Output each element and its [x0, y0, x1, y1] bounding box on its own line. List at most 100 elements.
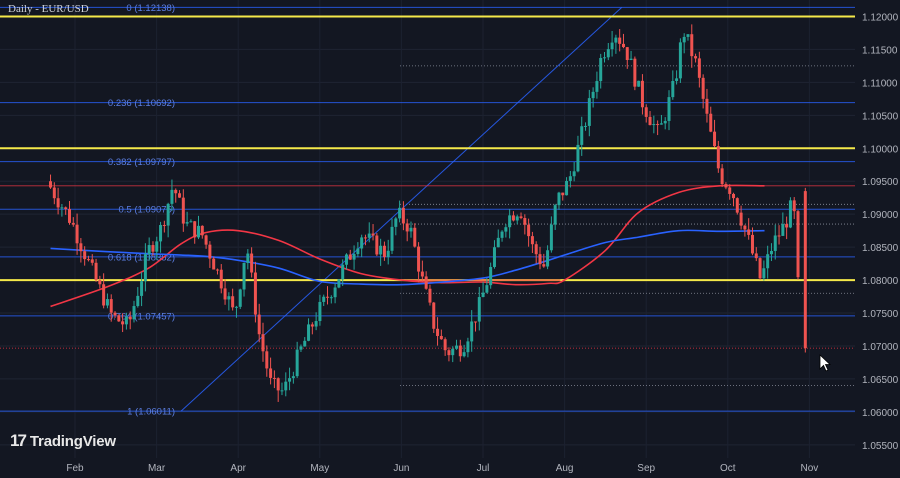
candle-body: [333, 287, 337, 298]
candle-body: [447, 350, 451, 356]
candle-body: [603, 57, 607, 59]
candle-body: [363, 237, 367, 239]
candle-body: [121, 321, 125, 325]
candle-body: [724, 184, 728, 188]
candle-body: [652, 124, 656, 126]
candle-body: [409, 227, 413, 232]
candle-body: [428, 288, 432, 303]
candle-body: [709, 113, 713, 132]
candle-body: [295, 349, 299, 377]
candle-body: [769, 250, 773, 255]
candle-body: [553, 205, 557, 225]
candle-body: [75, 224, 79, 244]
candle-body: [595, 81, 599, 92]
chart-title: Daily - EUR/USD: [8, 3, 89, 15]
candle-body: [386, 250, 390, 258]
fib-level-label: 0.618 (1.08352): [108, 252, 175, 263]
candle-body: [246, 253, 250, 263]
month-label: Oct: [720, 463, 736, 474]
candle-body: [557, 192, 561, 206]
candle-body: [580, 126, 584, 145]
candle-body: [690, 34, 694, 57]
candle-body: [781, 224, 785, 236]
candle-body: [356, 248, 360, 255]
candle-body: [716, 146, 720, 169]
candle-body: [390, 226, 394, 251]
candle-body: [777, 235, 781, 237]
candle-body: [633, 58, 637, 87]
fib-level-label: 0.236 (1.10692): [108, 98, 175, 109]
candle-body: [208, 244, 212, 259]
candle-body: [477, 297, 481, 322]
candle-body: [280, 390, 284, 392]
candle-body: [147, 245, 151, 255]
candle-body: [796, 211, 800, 278]
moving-averages: [50, 184, 765, 308]
candle-body: [242, 262, 246, 290]
candle-body: [599, 57, 603, 82]
month-label: Jul: [477, 463, 490, 474]
candle-body: [329, 297, 333, 299]
candle-body: [519, 216, 523, 219]
candle-body: [496, 237, 500, 248]
candle-body: [542, 264, 546, 267]
candle-body: [758, 258, 762, 279]
candle-body: [500, 231, 504, 238]
candle-body: [303, 340, 307, 347]
candle-body: [341, 264, 345, 280]
candle-body: [223, 288, 227, 300]
candle-body: [508, 215, 512, 228]
candle-body: [694, 56, 698, 59]
candle-body: [417, 246, 421, 272]
candle-body: [663, 120, 667, 124]
candle-body: [166, 203, 170, 226]
candle-body: [322, 296, 326, 302]
candle-body: [189, 221, 193, 223]
candle-body: [436, 328, 440, 336]
candle-body: [572, 171, 576, 177]
tradingview-wordmark: TradingView: [29, 432, 116, 450]
candle-body: [732, 193, 736, 199]
candle-body: [307, 324, 311, 341]
candle-body: [792, 200, 796, 212]
candle-body: [227, 296, 231, 300]
tradingview-logo: 17 TradingView: [10, 431, 116, 451]
candle-body: [773, 235, 777, 251]
candle-body: [234, 306, 238, 308]
month-label: May: [310, 463, 329, 474]
candle-body: [473, 321, 477, 323]
candle-body: [644, 107, 648, 117]
candle-body: [56, 198, 60, 208]
candle-body: [159, 225, 163, 242]
candle-body: [151, 245, 155, 252]
price-tick-label: 1.08500: [862, 243, 899, 254]
candle-body: [212, 258, 216, 270]
candle-body: [485, 285, 489, 293]
price-tick-label: 1.10000: [862, 144, 899, 155]
candle-body: [530, 236, 534, 245]
candle-body: [591, 91, 595, 99]
candle-body: [178, 193, 182, 198]
candle-body: [401, 207, 405, 224]
candle-body: [803, 191, 807, 349]
candle-body: [504, 227, 508, 232]
month-label: Jun: [393, 463, 409, 474]
candle-body: [314, 321, 318, 327]
candle-body: [538, 254, 542, 265]
candle-body: [527, 224, 531, 237]
candle-body: [629, 58, 633, 61]
candle-body: [174, 189, 178, 194]
candle-body: [337, 279, 341, 288]
candle-body: [49, 181, 53, 188]
candle-body: [143, 254, 147, 282]
candle-body: [261, 334, 265, 352]
candle-body: [413, 227, 417, 247]
candle-body: [523, 218, 527, 225]
candle-body: [675, 78, 679, 81]
candle-body: [705, 98, 709, 114]
candle-body: [52, 187, 56, 199]
price-axis-bg: [855, 0, 900, 478]
candle-body: [754, 253, 758, 259]
candle-body: [424, 276, 428, 289]
